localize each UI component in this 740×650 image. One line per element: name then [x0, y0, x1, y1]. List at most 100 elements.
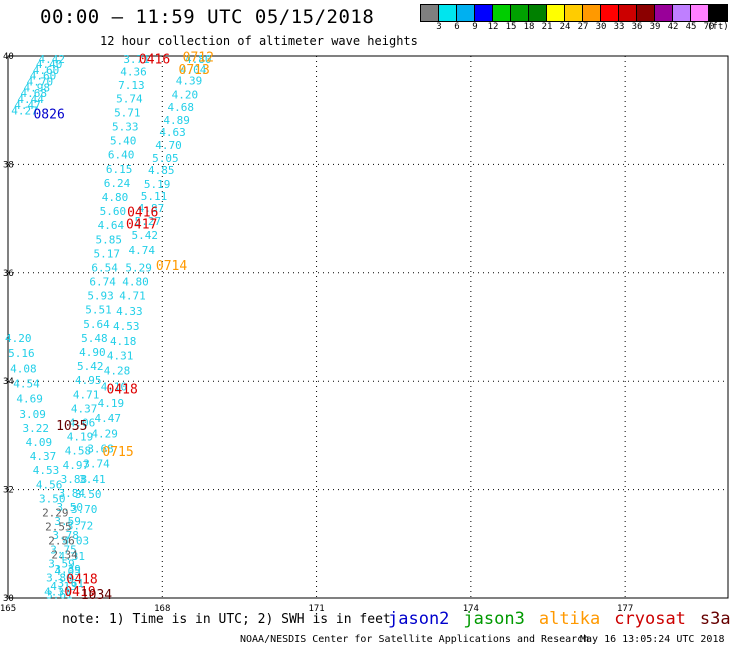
cryosat-swh-point: 5.42: [77, 360, 104, 373]
altika-swh-point: 3.68: [87, 442, 114, 455]
legend-swatch: [583, 5, 601, 21]
cryosat-swh-point: 5.74: [116, 92, 143, 105]
altika-swh-point: 4.29: [91, 427, 118, 440]
x-tick-label: 168: [154, 604, 170, 614]
s3a-swh-point: 3.39: [54, 563, 81, 576]
altika-swh-point: 4.47: [95, 412, 122, 425]
altika-swh-point: 4.89: [163, 114, 190, 127]
legend-label: 21: [541, 22, 553, 32]
cryosat-swh-point: 4.80: [102, 191, 129, 204]
cryosat-swh-point: 4.06: [69, 416, 96, 429]
s3a-swh-point: 3.50: [39, 492, 66, 505]
altika-swh-point: 4.19: [98, 397, 125, 410]
cryosat-swh-point: 4.71: [73, 388, 100, 401]
cryosat-swh-point: 3.75: [50, 543, 77, 556]
page-title: 00:00 – 11:59 UTC 05/15/2018: [40, 6, 375, 28]
s3a-time-label: 1035: [56, 419, 87, 434]
page-subtitle: 12 hour collection of altimeter wave hei…: [100, 34, 418, 48]
legend-swatch: [529, 5, 547, 21]
jason2-swh-point: 4.98: [24, 82, 51, 95]
mission-jason3: jason3: [463, 609, 525, 629]
altika-swh-point: 4.74: [128, 244, 155, 257]
jason2-swh-point: 4.27: [11, 104, 38, 117]
cryosat-swh-point: 6.15: [106, 163, 133, 176]
cryosat-swh-point: 5.17: [93, 247, 120, 260]
s3a-swh-point: 3.61: [57, 577, 84, 590]
altika-time-label: 0714: [156, 259, 187, 274]
legend-swatch: [691, 5, 709, 21]
jason2-time-label: 0826: [33, 108, 64, 123]
altika-swh-point: 4.18: [110, 335, 137, 348]
altika-time-label: 0715: [102, 445, 133, 460]
cryosat-swh-point: 6.54: [91, 261, 118, 274]
cryosat-swh-point: 5.48: [81, 332, 108, 345]
legend-label: 24: [559, 22, 571, 32]
s3a-swh-point: 4.53: [33, 464, 60, 477]
legend-swatch: [601, 5, 619, 21]
cryosat-swh-point: 4.97: [63, 459, 90, 472]
altika-swh-point: 4.87: [138, 202, 165, 215]
altika-swh-point: 4.53: [113, 320, 140, 333]
cryosat-time-label: 0418: [107, 382, 138, 397]
altika-swh-point: 3.74: [83, 458, 110, 471]
x-tick-label: 165: [0, 604, 16, 614]
cryosat-time-label: 0418: [66, 573, 97, 588]
y-tick-label: 30: [3, 594, 14, 604]
legend-label: 9: [472, 22, 478, 32]
s3a-swh-point: 4.37: [30, 450, 57, 463]
altika-swh-point: 4.80: [122, 276, 149, 289]
cryosat-swh-point: 4.90: [79, 346, 106, 359]
altika-time-label: 0712: [183, 51, 214, 66]
altika-swh-point: 4.28: [104, 364, 131, 377]
legend-swatch: [637, 5, 655, 21]
s3a-swh-point: 4.69: [16, 393, 43, 406]
legend-swatch: [511, 5, 529, 21]
s3a-swh-point: 4.54: [13, 377, 40, 390]
plot-frame: [7, 55, 729, 599]
legend-swatch: [709, 5, 727, 21]
legend-label: 36: [631, 22, 643, 32]
altika-swh-point: 4.39: [176, 74, 203, 87]
cryosat-swh-point: 5.51: [85, 304, 112, 317]
legend-label: 18: [523, 22, 535, 32]
legend-swatch: [475, 5, 493, 21]
legend-label: 12: [487, 22, 499, 32]
x-tick-label: 171: [308, 604, 324, 614]
altika-swh-point: 4.68: [168, 101, 195, 114]
s3a-swh-point: 2.55: [45, 521, 72, 534]
cryosat-swh-point: 5.71: [114, 106, 141, 119]
y-tick-label: 38: [3, 160, 14, 170]
cryosat-swh-point: 7.13: [118, 79, 145, 92]
altika-swh-point: 4.05: [54, 565, 81, 578]
gridlines: [8, 56, 728, 598]
altika-swh-point: 4.33: [116, 305, 143, 318]
footer-credit: NOAA/NESDIS Center for Satellite Applica…: [240, 634, 590, 645]
legend-swatch: [673, 5, 691, 21]
legend-label: 3: [436, 22, 442, 32]
jason2-swh-point: 4.60: [33, 64, 60, 77]
legend-label: 45: [685, 22, 697, 32]
jason2-swh-point: 4.47: [14, 99, 41, 112]
cryosat-swh-point: 3.71: [123, 53, 150, 66]
s3a-swh-point: 4.08: [10, 362, 37, 375]
altika-swh-point: 4.80: [185, 53, 212, 66]
axis-ticks: 165 168 171 174 177 30 32 34 36 38 40: [0, 52, 633, 614]
cryosat-swh-point: 4.64: [98, 219, 125, 232]
cryosat-time-label: 0417: [126, 218, 157, 233]
cryosat-swh-point: 4.58: [65, 445, 92, 458]
color-legend: [420, 4, 728, 22]
s3a-swh-point: 2.34: [51, 549, 78, 562]
cryosat-swh-point: 3.80: [46, 571, 73, 584]
legend-swatch: [421, 5, 439, 21]
s3a-swh-point: 4.09: [26, 436, 53, 449]
altika-time-label: 0713: [179, 63, 210, 78]
altika-swh-point: 5.11: [141, 190, 168, 203]
cryosat-swh-point: 3.59: [54, 515, 81, 528]
cryosat-swh-point: 3.50: [56, 501, 83, 514]
legend-label: 30: [595, 22, 607, 32]
cryosat-swh-point: 3.88: [61, 473, 88, 486]
altika-swh-point: 3.41: [79, 473, 106, 486]
jason2-swh-point: 4.44: [17, 93, 44, 106]
jason2-swh-point: 4.42: [38, 53, 65, 66]
footer-timestamp: May 16 13:05:24 UTC 2018: [580, 634, 725, 645]
